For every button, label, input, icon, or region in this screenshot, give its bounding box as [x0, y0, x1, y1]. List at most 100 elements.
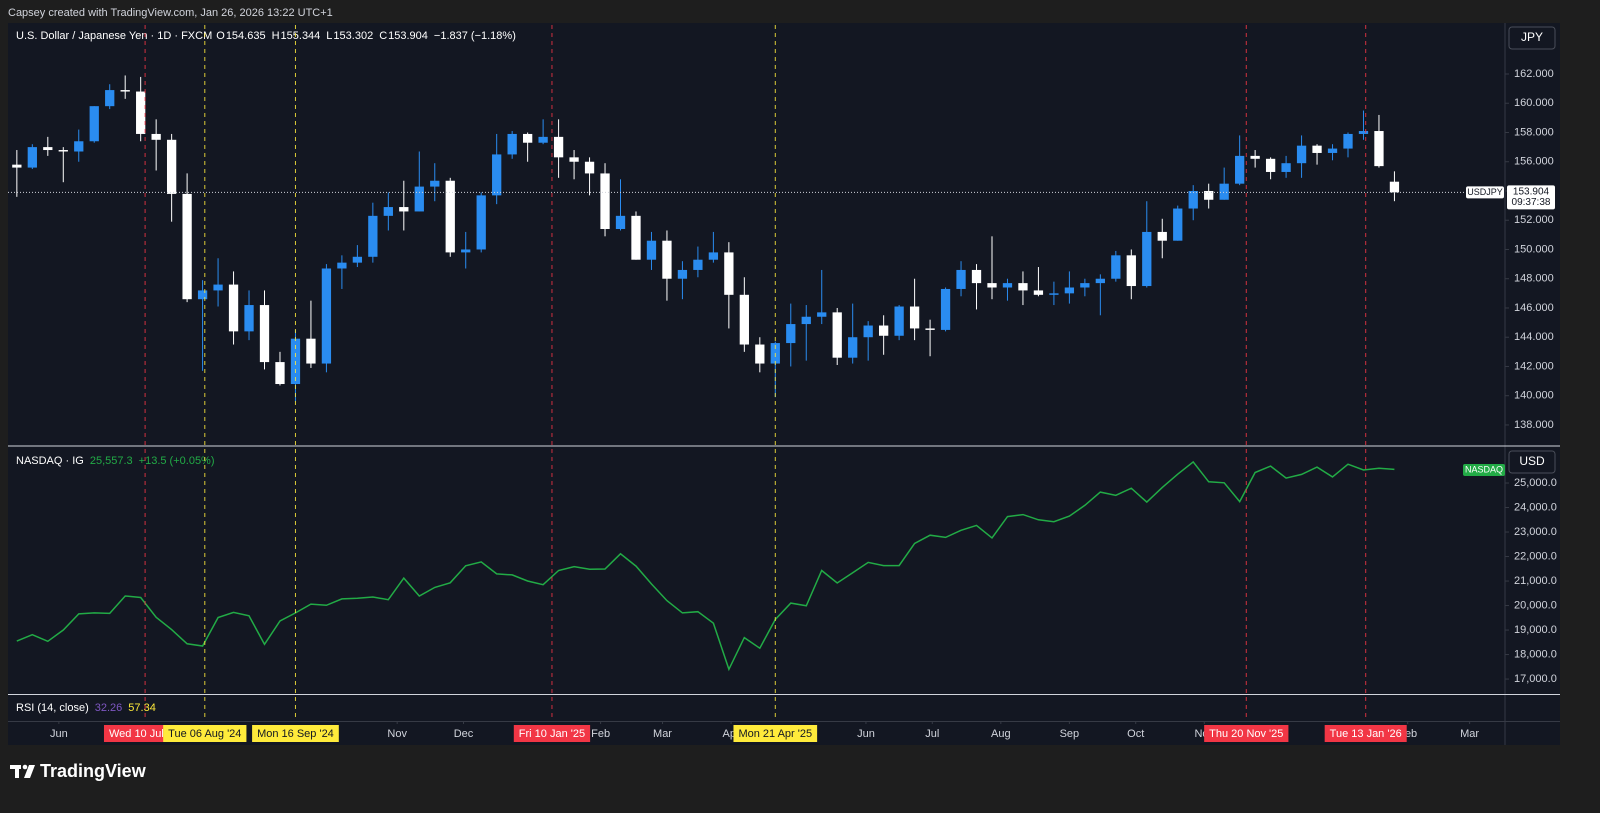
candle-body: [120, 90, 130, 92]
candle-body: [1173, 208, 1183, 241]
event-label: Tue 06 Aug '24: [168, 728, 241, 740]
candle-body: [786, 324, 796, 344]
legend-key: C: [379, 30, 387, 42]
candle-body: [213, 284, 223, 291]
candle-body: [1374, 131, 1384, 167]
x-tick-label: Nov: [387, 728, 407, 740]
candle-body: [584, 161, 595, 174]
candle-body: [522, 133, 533, 143]
series-label-box: [1463, 464, 1505, 476]
candle-body: [940, 288, 951, 330]
candle-body: [368, 215, 378, 257]
legend-value: 57.34: [128, 702, 156, 714]
candle-body: [631, 215, 641, 260]
candle-body: [1281, 163, 1291, 172]
candle-body: [1049, 293, 1059, 295]
candle-body: [1157, 231, 1167, 241]
y-tick-label: 148.000: [1514, 273, 1554, 285]
x-tick-label: Mar: [653, 728, 672, 740]
y-tick-label: 19,000.0: [1514, 624, 1557, 636]
symbol-box: [1466, 186, 1504, 199]
y-tick-label: 17,000.0: [1514, 673, 1557, 685]
y-tick-label: 24,000.0: [1514, 501, 1557, 513]
event-label: Mon 16 Sep '24: [257, 728, 334, 740]
candle-body: [677, 269, 688, 279]
y-tick-label: 140.000: [1514, 390, 1554, 402]
candle-body: [909, 306, 920, 329]
legend-value: 25,557.3: [90, 455, 133, 467]
candle-body: [321, 268, 332, 364]
x-tick-label: Feb: [591, 728, 610, 740]
event-label: Wed 10 Jul '24: [109, 728, 181, 740]
chart-area: [8, 23, 1560, 745]
series-label: NASDAQ: [1465, 464, 1503, 474]
candle-body: [383, 207, 393, 216]
legend-key: O: [216, 30, 225, 42]
event-label-box: [513, 725, 591, 742]
y-tick-label: 162.000: [1514, 68, 1554, 80]
y-tick-label: 144.000: [1514, 331, 1554, 343]
logo-part: [22, 764, 28, 770]
legend-key: L: [326, 30, 332, 42]
candle-body: [553, 136, 564, 158]
candle-body: [259, 305, 270, 363]
candle-body: [708, 252, 719, 260]
legend-value: 153.302: [333, 30, 373, 42]
legend-value: 154.635: [226, 30, 266, 42]
x-tick-label: Jul: [925, 728, 939, 740]
pane-title: U.S. Dollar / Japanese Yen · 1D · FXCM: [16, 30, 212, 42]
y-tick-label: 23,000.0: [1514, 526, 1557, 538]
candle-body: [832, 312, 842, 358]
event-label: Tue 13 Jan '26: [1330, 728, 1402, 740]
candle-body: [894, 306, 904, 336]
candle-body: [166, 139, 177, 194]
candle-body: [27, 147, 37, 168]
candle-body: [1265, 158, 1276, 172]
event-label: Fri 10 Jan '25: [519, 728, 585, 740]
candle-body: [848, 337, 858, 358]
candle-body: [739, 294, 749, 345]
candle-body: [971, 269, 982, 284]
candle-body: [414, 186, 424, 212]
countdown-label: 09:37:38: [1512, 197, 1551, 208]
candle-body: [151, 133, 161, 140]
candle-body: [136, 91, 146, 134]
event-label: Thu 20 Nov '25: [1209, 728, 1283, 740]
candle-body: [1327, 148, 1338, 153]
y-tick-label: 158.000: [1514, 126, 1554, 138]
price-box: [1507, 185, 1555, 210]
y-tick-label: 25,000.0: [1514, 477, 1557, 489]
candle-body: [1126, 255, 1136, 287]
y-tick-label: 142.000: [1514, 360, 1554, 372]
candle-body: [1219, 183, 1229, 200]
candle-body: [925, 328, 935, 330]
event-label-box: [1324, 725, 1407, 742]
event-label-box: [163, 725, 247, 742]
candle-body: [863, 325, 873, 338]
candle-body: [1033, 290, 1044, 295]
legend-key: H: [272, 30, 280, 42]
logo-part: [24, 765, 35, 778]
candle-body: [817, 312, 827, 317]
candle-body: [352, 256, 363, 263]
candle-body: [1312, 145, 1322, 153]
candle-body: [507, 133, 517, 155]
brand-logo: [10, 764, 35, 778]
candle-body: [1250, 155, 1260, 159]
candle-body: [1188, 190, 1198, 209]
candle-body: [43, 147, 53, 151]
logo-part: [15, 765, 19, 778]
candle-body: [755, 344, 765, 364]
y-tick-label: 156.000: [1514, 156, 1554, 168]
pane-title: RSI (14, close): [16, 702, 89, 714]
candle-body: [58, 150, 68, 152]
candle-body: [275, 362, 285, 385]
candle-body: [197, 290, 208, 300]
event-label-box: [733, 725, 818, 742]
candle-body: [74, 141, 84, 152]
pane-title: NASDAQ · IG: [16, 455, 84, 467]
candle-body: [1389, 181, 1400, 193]
candle-body: [1002, 283, 1013, 288]
legend-value: 155.344: [281, 30, 321, 42]
candle-body: [987, 283, 997, 288]
